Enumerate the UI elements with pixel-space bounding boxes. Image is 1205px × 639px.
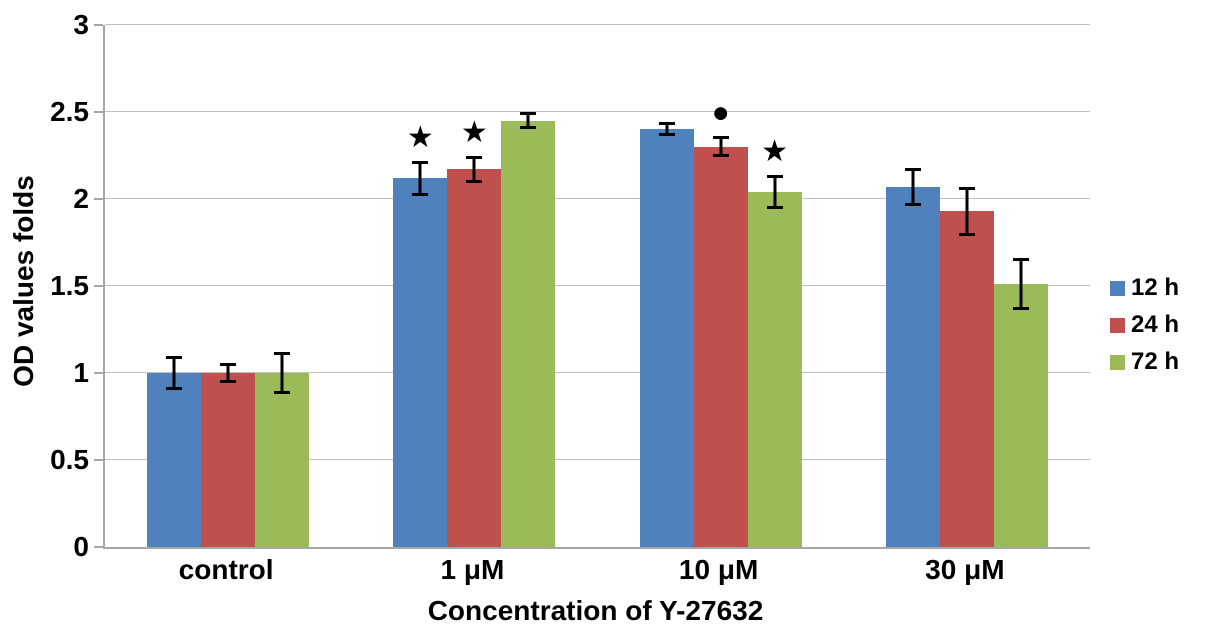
bar-12h-10μM — [639, 129, 694, 547]
error-bar — [520, 112, 537, 130]
y-gridline — [105, 372, 1090, 373]
plot-area: ★ ★ ● ★ — [103, 24, 1090, 549]
bar-72h-10μM — [747, 192, 802, 547]
legend-item-72h: 72 h — [1110, 350, 1179, 374]
error-bar — [412, 160, 429, 196]
y-tick-label: 2.5 — [50, 96, 89, 127]
y-tick-label: 1.5 — [50, 270, 89, 301]
bar-24h-1μM — [447, 169, 502, 547]
y-tick-label: 1 — [73, 357, 89, 388]
y-gridline — [105, 459, 1090, 460]
significance-star: ★ — [460, 115, 488, 149]
legend-swatch — [1110, 280, 1125, 296]
error-bar — [904, 167, 921, 206]
error-bar — [166, 355, 183, 391]
bar-24h-30μM — [939, 211, 994, 547]
y-tick-mark — [94, 285, 103, 287]
bar-72h-30μM — [993, 284, 1048, 547]
bar-24h-control — [201, 373, 256, 547]
significance-star: ★ — [406, 120, 434, 154]
bar-12h-control — [147, 373, 202, 547]
y-tick-label: 3 — [73, 9, 89, 40]
bar-72h-control — [255, 373, 310, 547]
bar-24h-10μM — [693, 146, 748, 547]
x-tick-label: 10 μM — [678, 554, 759, 585]
y-tick-label: 2 — [73, 183, 89, 214]
significance-dot: ● — [711, 96, 730, 130]
y-gridline — [105, 285, 1090, 286]
legend-label: 72 h — [1131, 348, 1180, 375]
legend-label: 12 h — [1131, 274, 1180, 301]
x-axis-title: Concentration of Y-27632 — [427, 595, 764, 626]
legend-swatch — [1110, 317, 1125, 333]
legend-label: 24 h — [1131, 311, 1180, 338]
y-tick-mark — [94, 198, 103, 200]
y-tick-label: 0 — [73, 531, 89, 562]
x-tick-label: 1 μM — [440, 554, 505, 585]
x-tick-label: control — [178, 554, 274, 585]
bar-12h-1μM — [393, 178, 448, 547]
legend-swatch — [1110, 354, 1125, 370]
y-tick-mark — [94, 459, 103, 461]
bar-72h-1μM — [501, 120, 556, 547]
error-bar — [958, 186, 975, 236]
error-bar — [658, 122, 675, 137]
error-bar — [712, 136, 729, 158]
y-tick-label: 0.5 — [50, 444, 89, 475]
y-gridline — [105, 198, 1090, 199]
legend-item-24h: 24 h — [1110, 313, 1179, 337]
error-bar — [766, 174, 783, 210]
error-bar — [466, 155, 483, 184]
y-tick-mark — [94, 546, 103, 548]
error-bar — [274, 352, 291, 394]
significance-star: ★ — [761, 134, 789, 168]
error-bar — [1012, 258, 1029, 311]
legend: 12 h 24 h 72 h — [1110, 276, 1179, 374]
error-bar — [220, 362, 237, 384]
y-gridline — [105, 24, 1090, 25]
y-tick-mark — [94, 372, 103, 374]
legend-item-12h: 12 h — [1110, 276, 1179, 300]
x-tick-label: 30 μM — [925, 554, 1005, 585]
y-tick-mark — [94, 111, 103, 113]
y-gridline — [105, 111, 1090, 112]
bar-12h-30μM — [885, 186, 940, 547]
y-tick-mark — [94, 24, 103, 26]
